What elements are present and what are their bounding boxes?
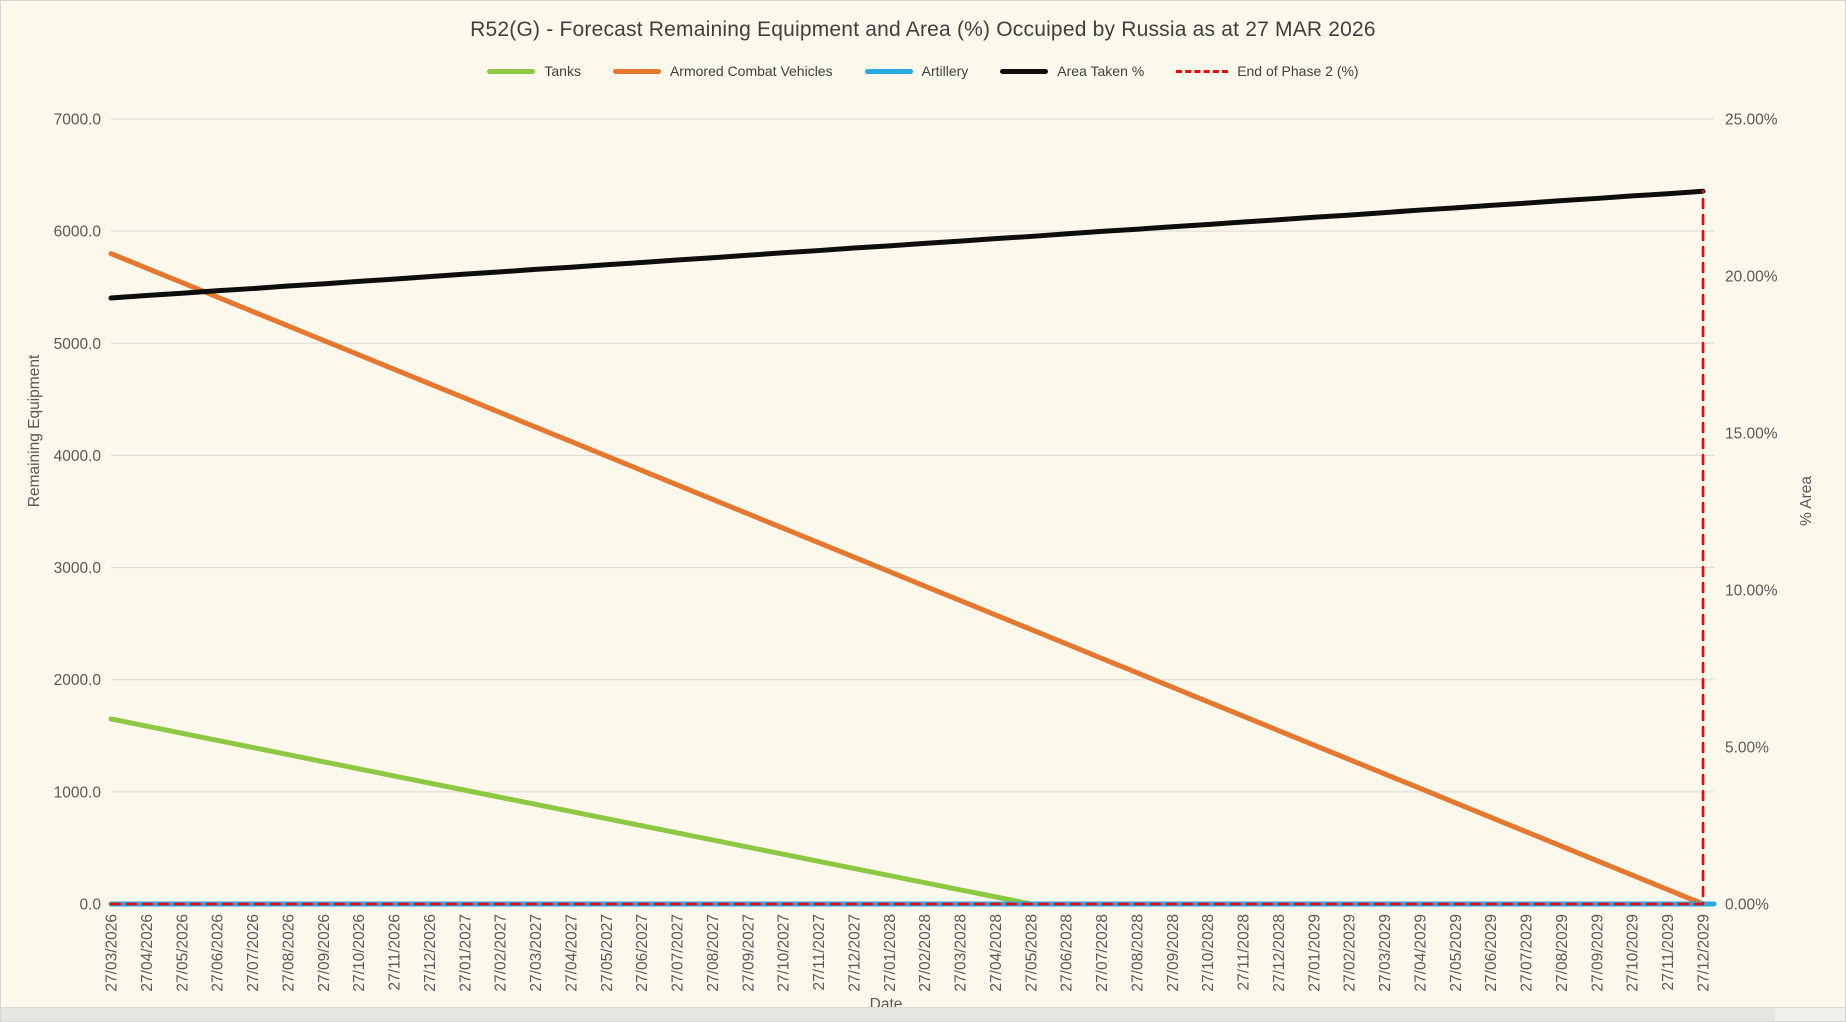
legend-swatch bbox=[487, 68, 536, 74]
chart-title: R52(G) - Forecast Remaining Equipment an… bbox=[470, 18, 1376, 41]
right-axis-tick-label: 20.00% bbox=[1725, 269, 1778, 286]
left-axis-tick-label: 4000.0 bbox=[54, 448, 102, 465]
x-axis-tick-label: 27/04/2029 bbox=[1412, 914, 1429, 992]
x-axis-tick-label: 27/11/2028 bbox=[1236, 914, 1253, 990]
legend-item-tanks: Tanks bbox=[487, 63, 581, 79]
right-axis-tick-label: 5.00% bbox=[1725, 740, 1769, 757]
series-lines bbox=[108, 188, 1717, 907]
series-line-area-taken bbox=[108, 188, 1706, 301]
x-axis-tick-label: 27/05/2029 bbox=[1448, 914, 1465, 992]
left-axis-title: Remaining Equipment bbox=[26, 354, 43, 507]
x-axis-tick-label: 27/11/2027 bbox=[811, 914, 828, 990]
x-axis-tick-label: 27/03/2028 bbox=[953, 914, 970, 992]
x-axis-tick-label: 27/09/2028 bbox=[1165, 914, 1182, 992]
left-axis-tick-label: 0.0 bbox=[79, 897, 101, 914]
x-axis-tick-label: 27/10/2027 bbox=[776, 914, 793, 992]
scrollbar-corner bbox=[1775, 1008, 1845, 1021]
legend-label: Artillery bbox=[921, 63, 969, 79]
left-axis-tick-label: 5000.0 bbox=[54, 336, 102, 353]
x-axis-tick-label: 27/07/2028 bbox=[1094, 914, 1111, 992]
x-axis-tick-label: 27/02/2028 bbox=[917, 914, 934, 992]
x-axis-tick-label: 27/04/2028 bbox=[988, 914, 1005, 992]
horizontal-scrollbar[interactable] bbox=[1, 1007, 1845, 1021]
right-axis-tick-label: 15.00% bbox=[1725, 426, 1778, 443]
x-axis-tick-label: 27/01/2029 bbox=[1306, 914, 1323, 992]
x-axis-tick-label: 27/08/2028 bbox=[1129, 914, 1146, 992]
series-line-end-of-phase-2 bbox=[109, 189, 1705, 906]
legend-label: End of Phase 2 (%) bbox=[1237, 63, 1359, 79]
x-axis-tick-label: 27/08/2026 bbox=[280, 914, 297, 992]
x-axis-tick-label: 27/11/2026 bbox=[387, 914, 404, 990]
gridlines bbox=[111, 118, 1714, 905]
x-axis-tick-label: 27/05/2028 bbox=[1023, 914, 1040, 992]
legend-label: Armored Combat Vehicles bbox=[669, 63, 833, 79]
left-axis-tick-label: 7000.0 bbox=[54, 112, 102, 129]
x-axis-tick-label: 27/06/2029 bbox=[1483, 914, 1500, 992]
x-axis-tick-label: 27/09/2026 bbox=[316, 914, 333, 992]
series-line-tanks bbox=[108, 716, 1706, 907]
x-axis-tick-label: 27/05/2027 bbox=[599, 914, 616, 992]
left-axis-tick-label: 2000.0 bbox=[54, 672, 102, 689]
legend-swatch bbox=[612, 68, 661, 74]
chart-legend: Tanks Armored Combat Vehicles Artillery Are… bbox=[1, 63, 1845, 79]
x-axis-tick-label: 27/03/2029 bbox=[1377, 914, 1394, 992]
legend-label: Tanks bbox=[544, 63, 581, 79]
legend-swatch bbox=[1176, 69, 1229, 73]
x-axis-tick-label: 27/01/2027 bbox=[457, 914, 474, 992]
axis-labels: 7000.0 6000.0 5000.0 4000.0 3000.0 2000.0 1000… bbox=[54, 112, 1778, 992]
x-axis-tick-label: 27/06/2027 bbox=[634, 914, 651, 992]
series-line-armored-combat-vehicles bbox=[108, 251, 1706, 907]
x-axis-tick-label: 27/02/2027 bbox=[493, 914, 510, 992]
x-axis-tick-label: 27/10/2026 bbox=[351, 914, 368, 992]
legend-swatch bbox=[864, 68, 913, 74]
x-axis-tick-label: 27/08/2029 bbox=[1554, 914, 1571, 992]
right-axis-tick-label: 10.00% bbox=[1725, 583, 1778, 600]
x-axis-tick-label: 27/07/2029 bbox=[1519, 914, 1536, 992]
x-axis-tick-label: 27/05/2026 bbox=[174, 914, 191, 992]
x-axis-tick-label: 27/07/2026 bbox=[245, 914, 262, 992]
x-axis-tick-label: 27/04/2027 bbox=[563, 914, 580, 992]
x-axis-tick-label: 27/03/2027 bbox=[528, 914, 545, 992]
x-axis-tick-label: 27/03/2026 bbox=[104, 914, 121, 992]
x-axis-tick-label: 27/06/2026 bbox=[210, 914, 227, 992]
x-axis-tick-label: 27/10/2028 bbox=[1200, 914, 1217, 992]
right-axis-tick-label: 0.00% bbox=[1725, 897, 1769, 914]
x-axis-tick-label: 27/01/2028 bbox=[882, 914, 899, 992]
x-axis-tick-label: 27/12/2029 bbox=[1696, 914, 1713, 992]
right-axis-tick-label: 25.00% bbox=[1725, 112, 1778, 129]
right-axis-title: % Area bbox=[1798, 476, 1815, 526]
left-axis-tick-label: 3000.0 bbox=[54, 560, 102, 577]
legend-swatch bbox=[1000, 68, 1049, 74]
legend-item-end-of-phase-2: End of Phase 2 (%) bbox=[1176, 63, 1359, 79]
x-axis-tick-label: 27/12/2027 bbox=[846, 914, 863, 992]
x-axis-tick-label: 27/12/2026 bbox=[422, 914, 439, 992]
left-axis-tick-label: 1000.0 bbox=[54, 784, 102, 801]
x-axis-tick-label: 27/09/2029 bbox=[1589, 914, 1606, 992]
legend-item-armored-combat-vehicles: Armored Combat Vehicles bbox=[612, 63, 833, 79]
x-axis-tick-label: 27/09/2027 bbox=[740, 914, 757, 992]
x-axis-tick-label: 27/06/2028 bbox=[1059, 914, 1076, 992]
x-axis-tick-label: 27/02/2029 bbox=[1342, 914, 1359, 992]
x-axis-tick-label: 27/04/2026 bbox=[139, 914, 156, 992]
legend-item-area-taken: Area Taken % bbox=[1000, 63, 1144, 79]
legend-item-artillery: Artillery bbox=[864, 63, 969, 79]
left-axis-tick-label: 6000.0 bbox=[54, 224, 102, 241]
x-axis-tick-label: 27/07/2027 bbox=[670, 914, 687, 992]
x-axis-tick-label: 27/08/2027 bbox=[705, 914, 722, 992]
x-axis-tick-label: 27/11/2029 bbox=[1660, 914, 1677, 990]
legend-label: Area Taken % bbox=[1057, 63, 1145, 79]
x-axis-tick-label: 27/12/2028 bbox=[1271, 914, 1288, 992]
x-axis-tick-label: 27/10/2029 bbox=[1625, 914, 1642, 992]
